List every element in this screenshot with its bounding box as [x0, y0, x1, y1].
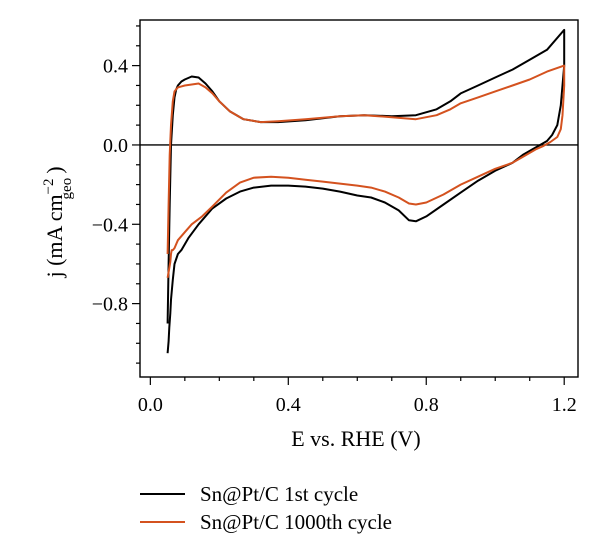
x-tick-label: 0.8: [414, 394, 439, 416]
y-tick-label: −0.8: [92, 294, 128, 316]
legend: Sn@Pt/C 1st cycle Sn@Pt/C 1000th cycle: [140, 482, 392, 534]
y-axis-label: j (mA cm−2 geo): [41, 166, 75, 278]
y-label-subscript: geo: [59, 178, 75, 200]
y-tick-label: −0.4: [92, 214, 128, 236]
legend-label-series-2: Sn@Pt/C 1000th cycle: [200, 510, 392, 534]
y-tick-label: 0.4: [103, 56, 128, 78]
y-tick-label: 0.0: [103, 135, 128, 157]
plot-area: 0.0 0.4 0.8 1.2 −0.8 −0.4 0.0 0.4: [92, 19, 579, 416]
y-label-prefix: j (mA cm: [42, 194, 67, 278]
x-tick-label: 1.2: [552, 394, 577, 416]
series-1-line: [166, 28, 566, 354]
series-2-line: [166, 64, 566, 278]
x-axis-label: E vs. RHE (V): [291, 426, 421, 451]
y-label-exponent: −2: [41, 178, 57, 194]
legend-label-series-1: Sn@Pt/C 1st cycle: [200, 482, 358, 506]
x-axis-ticks: 0.0 0.4 0.8 1.2: [138, 377, 577, 416]
y-label-suffix: ): [42, 166, 67, 173]
plot-frame: [139, 19, 579, 378]
x-tick-label: 0.4: [276, 394, 301, 416]
curves: [166, 28, 566, 354]
x-tick-label: 0.0: [138, 394, 163, 416]
y-axis-ticks: −0.8 −0.4 0.0 0.4: [92, 25, 140, 364]
